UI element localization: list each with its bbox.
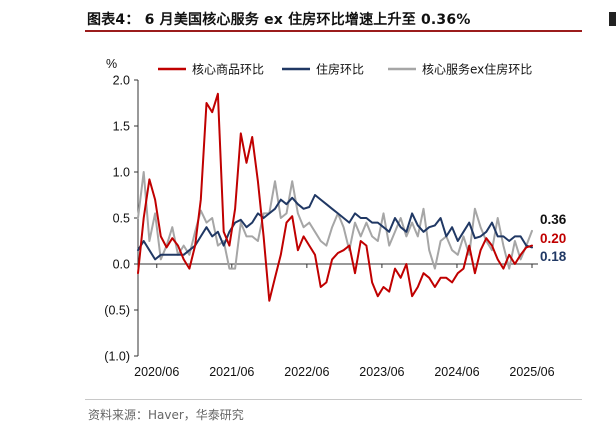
x-tick-label: 2023/06 (359, 365, 404, 379)
y-tick-label: (1.0) (104, 350, 130, 364)
x-tick-label: 2025/06 (509, 365, 554, 379)
y-tick-label: (0.5) (104, 304, 130, 318)
series-line (137, 171, 533, 270)
title-rule (85, 30, 582, 32)
chart-legend: 核心商品环比 住房环比 核心服务ex住房环比 (158, 62, 532, 77)
chart-title: 图表4： 6 月美国核心服务 ex 住房环比增速上升至 0.36% (87, 12, 471, 28)
legend-label: 核心商品环比 (192, 62, 264, 77)
series-layer (137, 92, 533, 302)
series-line (137, 194, 533, 261)
end-value-label: 0.20 (540, 231, 566, 246)
y-tick-label: 2.0 (113, 74, 130, 88)
x-tick-label: 2021/06 (209, 365, 254, 379)
y-tick-label: 1.0 (113, 166, 130, 180)
series-line (137, 92, 533, 302)
y-axis-unit: % (106, 57, 117, 71)
legend-label: 核心服务ex住房环比 (422, 62, 532, 77)
source-note: 资料来源：Haver，华泰研究 (88, 408, 244, 422)
legend-label: 住房环比 (316, 62, 364, 77)
edge-mark (609, 12, 616, 26)
end-value-label: 0.18 (540, 249, 567, 264)
source-rule (85, 399, 582, 400)
end-labels: 0.36 0.20 0.18 (540, 212, 567, 264)
end-value-label: 0.36 (540, 212, 567, 227)
x-tick-label: 2022/06 (284, 365, 329, 379)
chart-axes: % 2.0 1.5 1.0 0.5 0.0 (0.5) (1.0) 2020/06 2021/06… (104, 57, 554, 379)
x-tick-label: 2020/06 (134, 365, 179, 379)
y-tick-label: 0.5 (113, 212, 130, 226)
x-tick-label: 2024/06 (434, 365, 479, 379)
y-tick-label: 0.0 (113, 258, 130, 272)
y-tick-label: 1.5 (113, 120, 130, 134)
